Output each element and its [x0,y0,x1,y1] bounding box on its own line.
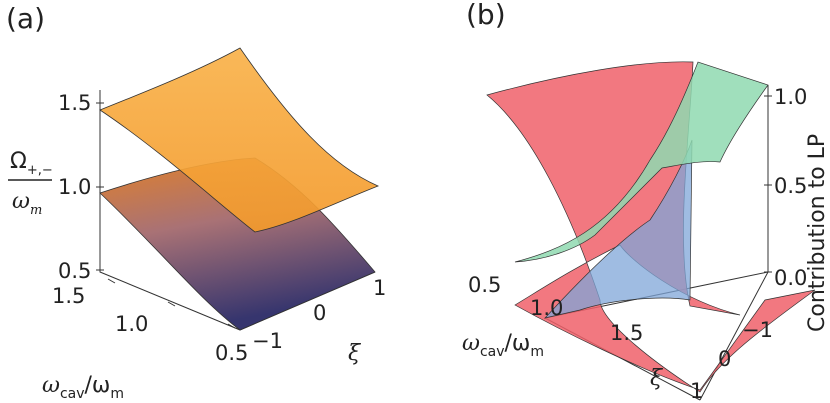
panel-b-y-tick-3: 1 [690,379,703,403]
panel-a-upper-surface [99,47,380,233]
panel-b-x-axis-label: ωcav/ωm [462,331,544,360]
panel-a-label: (a) [6,2,45,35]
z-label-num: Ω [10,149,27,174]
panel-a-y-tick-3: 1 [373,276,386,300]
panel-a: (a) 1.5 1.0 0.5 Ω+,− ωm 1.5 1.0 0. [6,2,386,402]
panel-b-y-tick-2: 0 [718,347,731,371]
panel-a-z-tick-2: 1.0 [58,175,91,199]
panel-b-x-tick-2: 1.0 [530,296,563,320]
panel-b: (b) 1.0 0.5 0.0 Contribution to LP 0.5 1… [462,0,830,403]
panel-a-z-axis-label: Ω+,− ωm [8,149,53,218]
panel-a-z-tick-1: 1.5 [58,91,91,115]
panel-a-y-axis-label: ξ [348,341,362,366]
panel-b-z-tick-3: 0.0 [774,266,807,290]
panel-a-x-axis-label: ωcav/ωm [42,373,124,402]
z-label-num-sub: +,− [27,163,53,178]
panel-b-z-tick-1: 1.0 [774,85,807,109]
panel-a-x-tick-1: 1.5 [52,284,85,308]
panel-a-x-tick-3: 0.5 [215,341,248,365]
panel-b-blue-surface [543,139,693,319]
z-label-den: ω [12,189,30,214]
panel-b-z-tick-2: 0.5 [774,174,807,198]
panel-a-y-tick-2: 0 [313,301,326,325]
panel-b-z-axis-label: Contribution to LP [805,134,830,332]
panel-a-y-tick-1: −1 [252,329,283,353]
svg-text:ωm: ωm [12,189,42,218]
panel-b-green-surface [514,61,769,263]
panel-b-label: (b) [466,0,506,31]
panel-b-y-tick-1: −1 [742,318,773,342]
svg-text:Ω+,−: Ω+,− [10,149,53,178]
z-label-den-sub: m [30,203,42,218]
panel-b-y-axis-label: ξ [650,366,664,391]
panel-b-x-tick-3: 1.5 [610,321,643,345]
panel-a-z-tick-3: 0.5 [58,259,91,283]
panel-a-x-tick-2: 1.0 [115,312,148,336]
panel-b-x-tick-1: 0.5 [468,273,501,297]
